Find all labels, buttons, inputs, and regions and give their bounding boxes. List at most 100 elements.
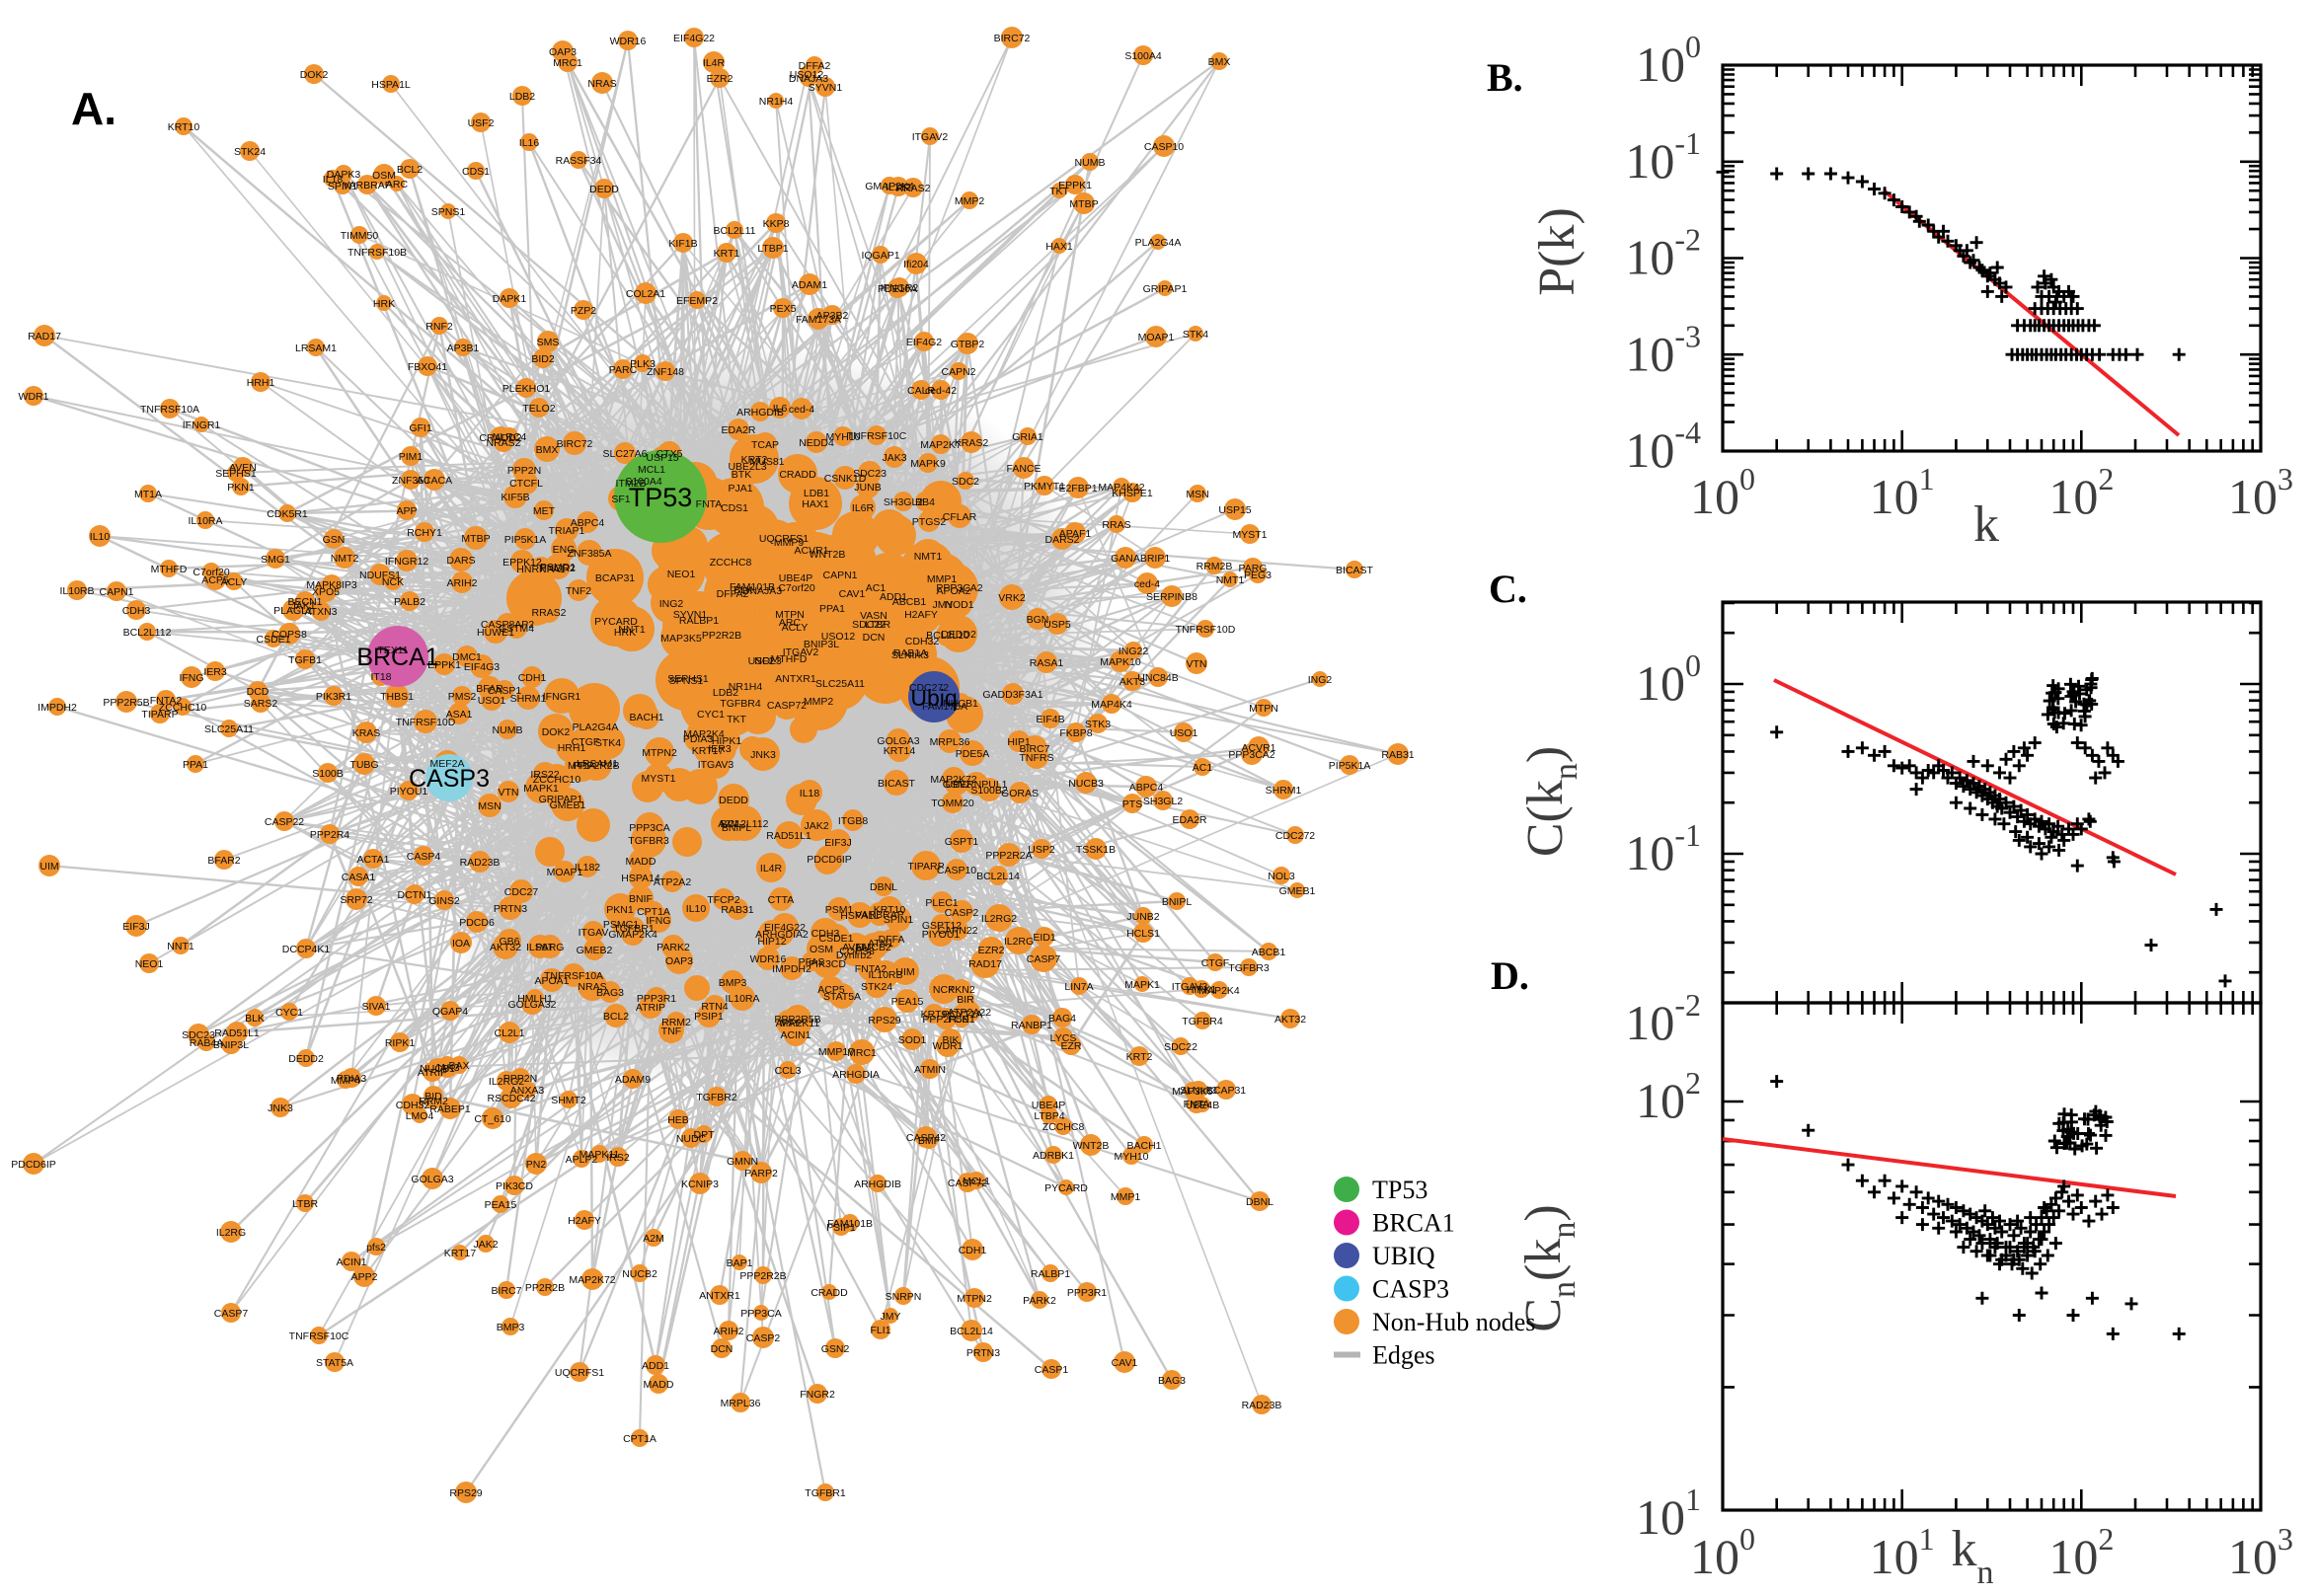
svg-text:KIF1B: KIF1B — [668, 238, 697, 250]
svg-text:MCL1: MCL1 — [638, 464, 665, 476]
svg-text:CAV1: CAV1 — [1112, 1357, 1138, 1369]
svg-text:IL10RB: IL10RB — [868, 969, 902, 981]
svg-text:WDR1: WDR1 — [19, 391, 49, 403]
svg-text:NCK: NCK — [382, 576, 404, 588]
svg-text:NRAS: NRAS — [587, 78, 616, 90]
svg-text:MAP4K4: MAP4K4 — [1091, 699, 1132, 711]
svg-text:SDC22: SDC22 — [1164, 1041, 1197, 1053]
svg-text:MTBP: MTBP — [461, 533, 490, 545]
svg-text:BCL2L10: BCL2L10 — [926, 630, 969, 642]
svg-text:PLEKHO1: PLEKHO1 — [502, 383, 551, 395]
svg-text:TNF2: TNF2 — [566, 585, 591, 597]
svg-text:RAB31: RAB31 — [1381, 749, 1414, 761]
svg-text:THBS1: THBS1 — [380, 691, 414, 703]
svg-text:PPP3CA: PPP3CA — [740, 1308, 781, 1320]
svg-text:MTPN2: MTPN2 — [957, 1293, 992, 1305]
svg-text:CASP2: CASP2 — [746, 1332, 781, 1344]
svg-text:NR1H4: NR1H4 — [759, 96, 794, 108]
svg-text:CDS1: CDS1 — [462, 166, 490, 178]
svg-text:SARS2: SARS2 — [244, 698, 278, 710]
svg-text:NOD1: NOD1 — [945, 599, 973, 611]
svg-text:MSN: MSN — [478, 800, 501, 812]
svg-text:IFNGR12: IFNGR12 — [385, 556, 429, 568]
svg-text:BCL2: BCL2 — [603, 1011, 629, 1023]
svg-text:CAPN1: CAPN1 — [99, 586, 133, 598]
svg-text:MAPK10: MAPK10 — [1100, 656, 1141, 668]
svg-text:PALB2: PALB2 — [394, 596, 425, 608]
svg-text:RAD51L1: RAD51L1 — [766, 830, 811, 842]
svg-text:CRADD: CRADD — [811, 1287, 848, 1299]
svg-text:RSCDC42: RSCDC42 — [487, 1093, 535, 1104]
svg-text:PIK3R1: PIK3R1 — [316, 691, 351, 703]
svg-text:NNT1: NNT1 — [167, 941, 194, 952]
svg-text:RALBP1: RALBP1 — [1031, 1268, 1070, 1280]
svg-text:MAP3K5: MAP3K5 — [1172, 1086, 1213, 1098]
svg-text:PIK3CD: PIK3CD — [496, 1180, 533, 1192]
svg-text:D.: D. — [1491, 953, 1529, 998]
svg-text:FAM173A: FAM173A — [796, 314, 841, 326]
svg-text:CDH1: CDH1 — [959, 1245, 987, 1256]
svg-text:CASP42: CASP42 — [906, 1132, 946, 1144]
svg-text:JUNB2: JUNB2 — [1126, 911, 1159, 923]
svg-text:WNT2B: WNT2B — [1073, 1140, 1110, 1152]
svg-text:H2AFY: H2AFY — [904, 609, 938, 621]
svg-text:CDH32: CDH32 — [396, 1100, 430, 1111]
svg-text:PDCD6: PDCD6 — [459, 917, 495, 929]
svg-text:NUMB: NUMB — [1075, 157, 1106, 169]
svg-text:ITGAV3: ITGAV3 — [698, 759, 734, 771]
svg-text:GOLGA3: GOLGA3 — [411, 1174, 453, 1185]
svg-text:TNFRSF10A: TNFRSF10A — [140, 404, 199, 416]
svg-text:KRT2: KRT2 — [1126, 1051, 1153, 1063]
svg-text:CTTA: CTTA — [768, 894, 795, 906]
svg-text:GSN: GSN — [323, 534, 346, 546]
svg-text:BRCA1: BRCA1 — [356, 644, 438, 671]
svg-text:Dynlrb2: Dynlrb2 — [836, 950, 872, 961]
svg-text:IFNG: IFNG — [179, 672, 203, 684]
svg-text:MCL1: MCL1 — [963, 1176, 990, 1187]
svg-text:PZP2: PZP2 — [571, 305, 596, 317]
svg-text:PEA15: PEA15 — [891, 996, 924, 1008]
svg-text:GSPT1: GSPT1 — [945, 836, 979, 848]
svg-text:PIP5K1A: PIP5K1A — [1329, 760, 1371, 772]
svg-text:DCTN1: DCTN1 — [397, 889, 431, 901]
svg-text:PSMD1: PSMD1 — [540, 562, 576, 573]
svg-text:MADD: MADD — [626, 856, 656, 868]
svg-text:B.: B. — [1487, 55, 1523, 100]
svg-text:ANTXR1: ANTXR1 — [699, 1290, 740, 1302]
svg-text:SIVA1: SIVA1 — [362, 1001, 391, 1013]
svg-text:PPP3R1: PPP3R1 — [1067, 1287, 1107, 1299]
svg-text:IL10: IL10 — [686, 903, 707, 915]
svg-text:PTS: PTS — [1122, 798, 1142, 810]
svg-text:IL18: IL18 — [800, 788, 820, 799]
svg-text:KHSPE1: KHSPE1 — [1112, 488, 1153, 499]
svg-text:PPP2R2B: PPP2R2B — [573, 760, 619, 772]
svg-text:TGFBR3: TGFBR3 — [628, 835, 669, 847]
svg-text:GFI1: GFI1 — [409, 422, 431, 434]
svg-text:AVEN: AVEN — [229, 462, 257, 474]
svg-text:CDH3: CDH3 — [122, 605, 151, 617]
svg-text:ILS6T: ILS6T — [526, 942, 555, 953]
svg-text:BAG4: BAG4 — [1048, 1013, 1076, 1025]
svg-text:PARP2: PARP2 — [744, 1168, 778, 1179]
svg-text:STAT5A: STAT5A — [823, 991, 861, 1003]
svg-text:MSN: MSN — [1186, 489, 1208, 500]
svg-text:MRC1: MRC1 — [553, 57, 582, 69]
svg-text:MRPL36: MRPL36 — [721, 1398, 761, 1409]
svg-text:SHRM1: SHRM1 — [1266, 785, 1302, 797]
svg-text:IL18: IL18 — [323, 174, 344, 186]
svg-text:TSSK1B: TSSK1B — [1076, 844, 1116, 856]
svg-text:IL10RA: IL10RA — [188, 515, 222, 527]
svg-text:GRIA1: GRIA1 — [1012, 431, 1043, 443]
svg-text:AP3B1: AP3B1 — [447, 342, 480, 354]
svg-text:IMPDH2: IMPDH2 — [38, 702, 77, 714]
svg-text:DEDD: DEDD — [719, 795, 748, 806]
svg-text:DARS2: DARS2 — [1044, 534, 1079, 546]
svg-text:MET: MET — [533, 505, 556, 517]
svg-text:CALR: CALR — [907, 385, 935, 397]
svg-text:VTN: VTN — [499, 787, 519, 798]
svg-text:SMS: SMS — [537, 337, 560, 348]
svg-text:BFAR: BFAR — [476, 683, 503, 695]
svg-text:EPPK1: EPPK1 — [1058, 180, 1092, 191]
svg-text:KRT17: KRT17 — [692, 745, 725, 757]
svg-text:PSM1: PSM1 — [825, 904, 854, 916]
